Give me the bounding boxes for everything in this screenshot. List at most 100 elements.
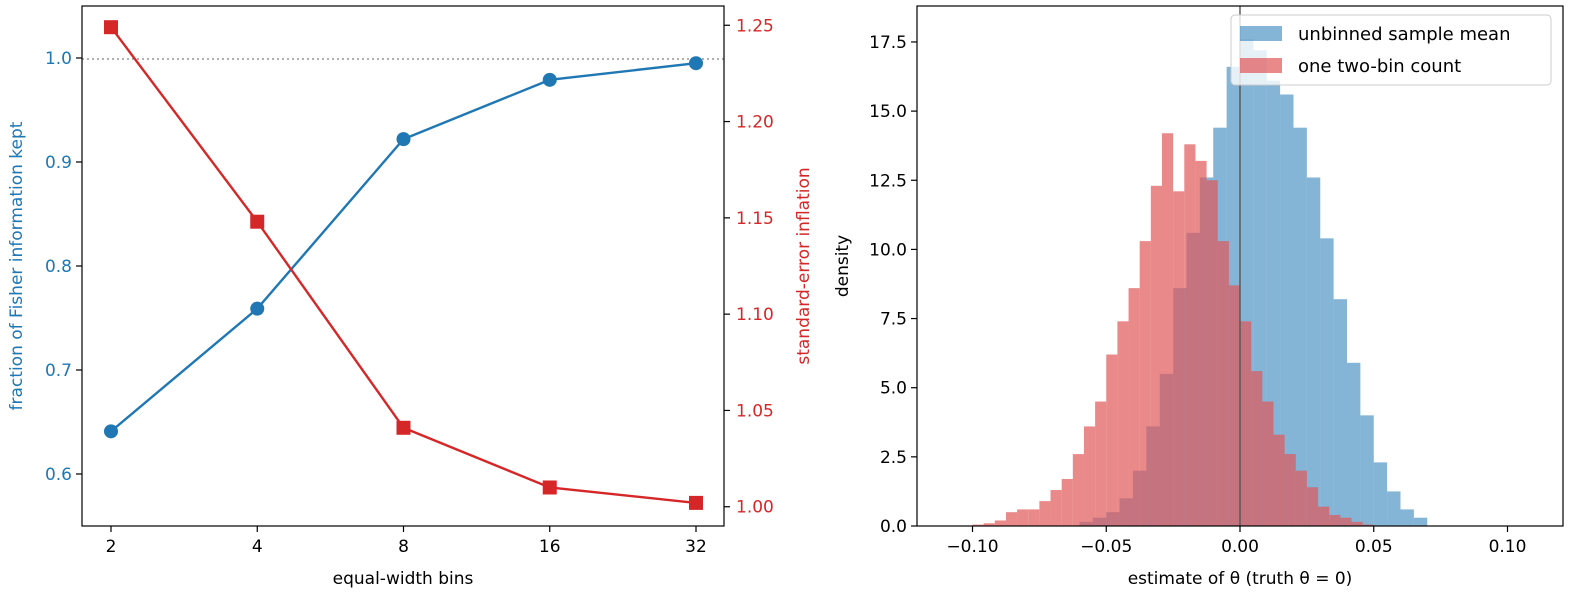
legend-box — [1230, 14, 1552, 86]
y-axis-label-right: standard-error inflation — [794, 167, 814, 364]
two-bin-bar-8 — [1061, 478, 1073, 526]
x-tick-label-16: 16 — [539, 537, 561, 557]
two-bin-bar-25 — [1251, 371, 1263, 526]
two-bin-bar-4 — [1017, 509, 1029, 526]
left-plot-frame — [81, 5, 725, 527]
unbinned-bar-15 — [1280, 94, 1294, 527]
fisher-point-8 — [396, 132, 411, 147]
two-bin-bar-35 — [1362, 524, 1374, 526]
unbinned-bar-21 — [1360, 415, 1374, 526]
two-bin-bar-24 — [1240, 321, 1252, 526]
two-bin-bar-6 — [1039, 501, 1051, 526]
two-bin-bar-18 — [1173, 191, 1185, 526]
two-bin-bar-0 — [972, 524, 984, 526]
two-bin-bar-13 — [1117, 321, 1129, 526]
estimate-histogram-panel: −0.10 −0.05 0.00 0.05 0.10 0.0 2.5 5.0 7.5 10.0 12… — [833, 5, 1564, 589]
two-bin-bar-10 — [1083, 426, 1096, 526]
two-bin-bar-17 — [1161, 133, 1174, 526]
legend-swatch-two-bin — [1240, 58, 1282, 73]
x-tick-label-4: 4 — [252, 537, 263, 557]
two-bin-bar-30 — [1306, 487, 1319, 526]
y-left-tick-label-0.6: 0.6 — [45, 465, 72, 485]
hist-x-tick-label-4: 0.10 — [1489, 537, 1527, 557]
two-bin-bar-15 — [1139, 241, 1151, 526]
y-right-tick-label-1.25: 1.25 — [736, 16, 774, 36]
y-left-tick-label-0.7: 0.7 — [45, 361, 72, 381]
right-plot-frame — [916, 5, 1564, 527]
hist-x-tick-label-1: −0.05 — [1080, 537, 1132, 557]
two-bin-bar-22 — [1217, 241, 1229, 526]
hist-y-tick-label-17.5: 17.5 — [869, 33, 907, 53]
two-bin-bar-33 — [1340, 517, 1352, 526]
left-panel-ticks: 2 4 8 16 32 0.6 0.7 0.8 0.9 1.0 1.00 1.05 1.10 1.15 1.… — [45, 16, 774, 557]
unbinned-bar-20 — [1347, 362, 1361, 526]
fisher-point-32 — [689, 56, 703, 71]
right-panel-ticks: −0.10 −0.05 0.00 0.05 0.10 0.0 2.5 5.0 7.5 10.0 12… — [869, 33, 1526, 557]
two-bin-bar-9 — [1072, 454, 1084, 526]
se-point-8 — [396, 420, 411, 435]
two-bin-bar-34 — [1351, 521, 1363, 526]
two-bin-bar-16 — [1150, 185, 1162, 526]
hist-y-tick-label-0.0: 0.0 — [880, 517, 907, 537]
y-axis-label-left: fraction of Fisher information kept — [7, 121, 27, 410]
legend-swatch-unbinned — [1240, 26, 1282, 41]
two-bin-bar-32 — [1329, 514, 1341, 526]
se-point-32 — [689, 495, 703, 510]
y-right-tick-label-1.20: 1.20 — [736, 113, 774, 133]
unbinned-bar-16 — [1293, 127, 1307, 527]
unbinned-bar-23 — [1387, 491, 1401, 526]
hist-x-tick-label-0: −0.10 — [946, 537, 998, 557]
unbinned-bar-18 — [1320, 238, 1334, 526]
two-bin-bar-26 — [1262, 401, 1274, 526]
unbinned-bar-17 — [1306, 177, 1321, 526]
unbinned-bar-24 — [1400, 509, 1414, 526]
unbinned-bar-19 — [1333, 299, 1347, 526]
fisher-point-2 — [104, 424, 118, 439]
y-left-tick-label-1.0: 1.0 — [45, 49, 72, 69]
two-bin-bar-12 — [1106, 354, 1118, 526]
legend-label-two-bin: one two-bin count — [1298, 56, 1461, 77]
hist-y-tick-label-7.5: 7.5 — [880, 310, 907, 330]
two-bin-bar-3 — [1005, 512, 1018, 526]
se-point-16 — [542, 480, 557, 495]
two-bin-bar-21 — [1206, 180, 1218, 527]
y-right-tick-label-1.15: 1.15 — [736, 209, 774, 229]
y-left-tick-label-0.8: 0.8 — [45, 257, 72, 277]
hist-y-tick-label-10.0: 10.0 — [869, 240, 907, 260]
two-bin-bar-23 — [1228, 285, 1241, 526]
fisher-point-16 — [542, 72, 557, 87]
fisher-line — [110, 62, 697, 433]
x-tick-label-2: 2 — [106, 537, 117, 557]
hist-y-tick-label-2.5: 2.5 — [880, 448, 907, 468]
y-right-tick-label-1.10: 1.10 — [736, 305, 774, 325]
two-bin-bar-19 — [1184, 144, 1196, 527]
se-point-4 — [250, 214, 265, 229]
legend-label-unbinned: unbinned sample mean — [1298, 24, 1511, 45]
hist-y-tick-label-5.0: 5.0 — [880, 379, 907, 399]
two-bin-bar-29 — [1295, 470, 1307, 526]
x-axis-label-left: equal-width bins — [333, 569, 474, 589]
y-right-tick-label-1.00: 1.00 — [736, 498, 774, 518]
two-bin-bar-31 — [1318, 506, 1330, 526]
fisher-information-panel: 2 4 8 16 32 0.6 0.7 0.8 0.9 1.0 1.00 1.05 1.10 1.15 1.… — [7, 5, 814, 589]
x-axis-label-right: estimate of θ (truth θ = 0) — [1128, 569, 1353, 589]
se-point-2 — [104, 20, 118, 35]
y-axis-label-density: density — [833, 235, 853, 297]
two-bin-bar-28 — [1284, 454, 1296, 526]
hist-y-tick-label-15.0: 15.0 — [869, 102, 907, 122]
two-bin-bar-11 — [1095, 401, 1107, 526]
x-tick-label-32: 32 — [685, 537, 707, 557]
y-left-tick-label-0.9: 0.9 — [45, 153, 72, 173]
x-tick-label-8: 8 — [398, 537, 409, 557]
unbinned-bar-22 — [1373, 462, 1388, 526]
fisher-point-4 — [250, 301, 265, 316]
two-bin-bar-1 — [983, 523, 995, 526]
hist-x-tick-label-2: 0.00 — [1221, 537, 1259, 557]
left-panel-series — [104, 20, 703, 510]
histogram-two-bin — [972, 133, 1374, 527]
two-bin-bar-14 — [1128, 288, 1140, 526]
unbinned-bar-25 — [1413, 517, 1428, 526]
hist-y-tick-label-12.5: 12.5 — [869, 171, 907, 191]
two-bin-bar-20 — [1195, 160, 1207, 526]
